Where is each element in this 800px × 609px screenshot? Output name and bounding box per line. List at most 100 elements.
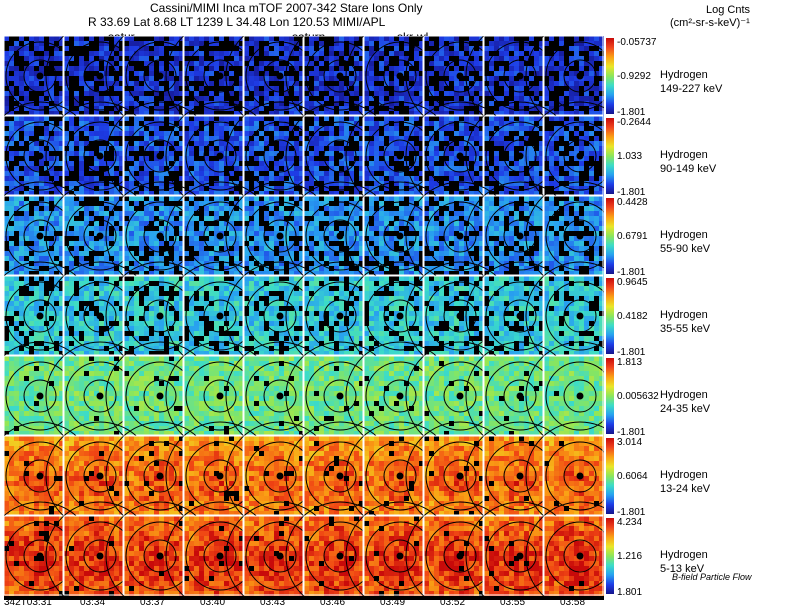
colorbar-min: -1.801	[617, 347, 646, 358]
time-label: 03:55	[500, 597, 526, 608]
image-panel	[345, 421, 455, 531]
species-label: Hydrogen	[660, 469, 708, 481]
colorbar-mid: -0.9292	[617, 71, 651, 82]
image-panel	[105, 421, 215, 531]
time-label: 03:37	[140, 597, 166, 608]
colorbar-min: -1.801	[617, 507, 646, 518]
saturn-marker	[36, 232, 44, 240]
saturn-marker	[576, 232, 584, 240]
saturn-marker	[576, 152, 584, 160]
saturn-marker	[456, 472, 464, 480]
image-panel	[225, 181, 335, 291]
colorbar-max: -0.05737	[617, 37, 657, 48]
saturn-marker	[36, 392, 44, 400]
saturn-marker	[396, 232, 404, 240]
colorbar-mid: 0.6064	[617, 471, 648, 482]
saturn-marker	[156, 72, 164, 80]
saturn-marker	[276, 472, 284, 480]
image-panel	[525, 101, 604, 211]
saturn-marker	[156, 152, 164, 160]
saturn-marker	[456, 552, 464, 560]
colorbar	[606, 198, 614, 274]
saturn-marker	[156, 552, 164, 560]
colorbar-mid: 1.033	[617, 151, 643, 162]
image-panel	[45, 36, 155, 131]
image-panel	[525, 261, 604, 371]
energy-band-label: Hydrogen 90-149 keV	[660, 148, 716, 176]
species-label: Hydrogen	[660, 69, 708, 81]
saturn-marker	[216, 392, 224, 400]
saturn-marker	[96, 472, 104, 480]
image-panel	[405, 501, 515, 600]
image-panel	[525, 341, 604, 451]
saturn-marker	[276, 72, 284, 80]
image-panel	[285, 261, 395, 371]
saturn-marker	[516, 312, 524, 320]
species-label: Hydrogen	[660, 389, 708, 401]
saturn-marker	[396, 472, 404, 480]
image-panel	[405, 421, 515, 531]
time-label: 03:49	[380, 597, 406, 608]
colorbar-mid: 0.005632	[617, 391, 659, 402]
image-panel	[165, 101, 275, 211]
colorbar-max: 0.4428	[617, 197, 648, 208]
saturn-marker	[396, 72, 404, 80]
image-panel	[525, 501, 604, 600]
ephemeris-line: R 33.69 Lat 8.68 LT 1239 L 34.48 Lon 120…	[88, 15, 386, 29]
image-panel	[45, 421, 155, 531]
saturn-marker	[216, 552, 224, 560]
image-panel	[285, 36, 395, 131]
energy-range-label: 55-90 keV	[660, 243, 711, 255]
image-panel	[225, 101, 335, 211]
saturn-marker	[516, 472, 524, 480]
saturn-marker	[396, 552, 404, 560]
colorbar-min: -1.801	[617, 267, 646, 278]
colorbar-max: 1.813	[617, 357, 643, 368]
saturn-marker	[96, 72, 104, 80]
saturn-marker	[96, 312, 104, 320]
energy-range-label: 5-13 keV	[660, 563, 705, 575]
species-label: Hydrogen	[660, 549, 708, 561]
saturn-marker	[36, 472, 44, 480]
energy-band-label: Hydrogen 5-13 keV	[660, 548, 708, 576]
saturn-marker	[456, 152, 464, 160]
energy-range-label: 24-35 keV	[660, 403, 711, 415]
saturn-marker	[336, 552, 344, 560]
saturn-marker	[516, 392, 524, 400]
saturn-marker	[36, 72, 44, 80]
colorbar-mid: 0.4182	[617, 311, 648, 322]
image-panel	[4, 101, 95, 211]
colorbar	[606, 358, 614, 434]
saturn-marker	[36, 552, 44, 560]
saturn-marker	[216, 312, 224, 320]
saturn-marker	[516, 552, 524, 560]
saturn-marker	[156, 392, 164, 400]
image-panel	[4, 501, 95, 600]
image-panel	[465, 501, 575, 600]
saturn-marker	[216, 152, 224, 160]
image-panel	[345, 501, 455, 600]
saturn-marker	[396, 392, 404, 400]
species-label: Hydrogen	[660, 229, 708, 241]
image-panel	[465, 261, 575, 371]
saturn-marker	[276, 392, 284, 400]
colorbar-mid: 0.6791	[617, 231, 648, 242]
energy-range-label: 35-55 keV	[660, 323, 711, 335]
saturn-marker	[216, 472, 224, 480]
saturn-marker	[156, 472, 164, 480]
image-panel	[105, 501, 215, 600]
image-panel	[465, 36, 575, 131]
colorbar-max: 0.9645	[617, 277, 648, 288]
colorbar	[606, 118, 614, 194]
image-panel	[285, 101, 395, 211]
saturn-marker	[36, 312, 44, 320]
image-panel	[465, 101, 575, 211]
saturn-marker	[336, 152, 344, 160]
image-panel	[405, 261, 515, 371]
colorbar-unit: (cm²-sr-s-keV)⁻¹	[670, 17, 750, 29]
colorbar-max: 4.234	[617, 517, 643, 528]
saturn-marker	[216, 232, 224, 240]
saturn-marker	[516, 232, 524, 240]
saturn-marker	[396, 312, 404, 320]
image-panel	[285, 501, 395, 600]
